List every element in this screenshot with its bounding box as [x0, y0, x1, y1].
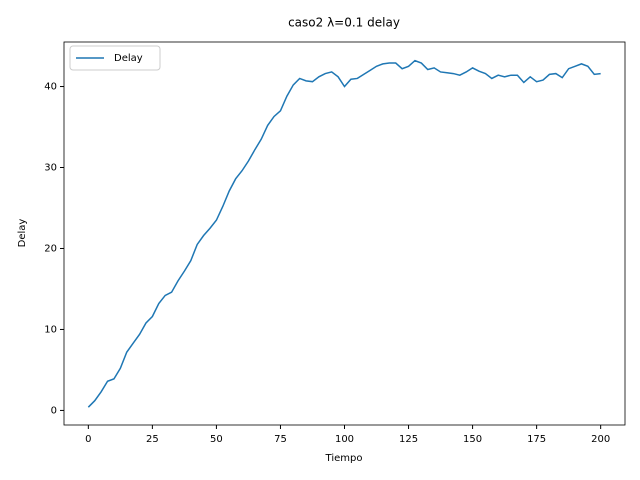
y-tick-label: 40 — [44, 82, 57, 93]
plot-frame — [63, 41, 626, 426]
y-tick-label: 20 — [44, 243, 57, 254]
y-tick-label: 0 — [51, 405, 57, 416]
x-tick-label: 75 — [274, 434, 287, 445]
y-axis-label: Delay — [17, 219, 28, 248]
line — [87, 59, 601, 408]
y-tick-label: 30 — [44, 163, 57, 174]
x-axis-label: Tiempo — [325, 453, 363, 464]
y-tick-label: 10 — [44, 324, 57, 335]
x-tick-label: 150 — [463, 434, 482, 445]
x-tick-label: 200 — [591, 434, 610, 445]
x-tick-label: 125 — [399, 434, 418, 445]
chart-title: caso2 λ=0.1 delay — [288, 16, 400, 30]
x-tick-label: 175 — [527, 434, 546, 445]
x-tick-label: 100 — [335, 434, 354, 445]
x-tick-label: 0 — [85, 434, 91, 445]
x-tick-label: 50 — [210, 434, 223, 445]
x-tick-label: 25 — [146, 434, 159, 445]
legend-box — [69, 45, 161, 71]
legend-label: Delay — [114, 53, 143, 64]
